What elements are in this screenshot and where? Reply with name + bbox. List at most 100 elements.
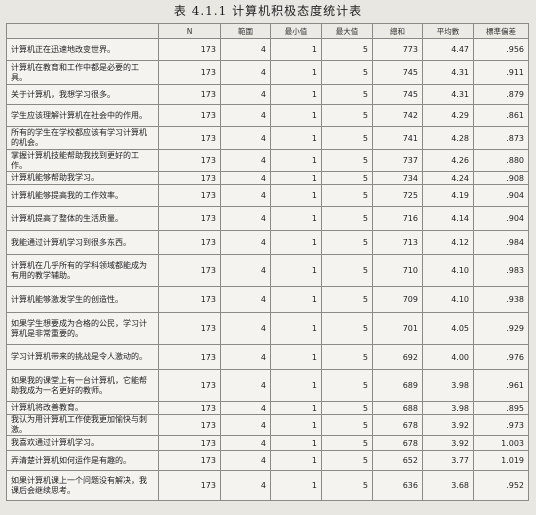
cell-n: 173 xyxy=(158,171,221,185)
cell-sd: .895 xyxy=(473,401,529,415)
attitude-statistics-table: N 範圍 最小值 最大值 總和 平均數 標準偏差 计算机正在迅速地改变世界。 17… xyxy=(6,23,529,501)
cell-sum: 688 xyxy=(372,401,423,415)
cell-max: 5 xyxy=(321,286,373,313)
cell-mean: 4.29 xyxy=(422,104,474,127)
cell-min: 1 xyxy=(270,230,322,255)
header-range: 範圍 xyxy=(220,23,271,39)
table-row: 计算机能够激发学生的创造性。 173 4 1 5 709 4.10.938 xyxy=(6,286,529,313)
table-row: 关于计算机，我想学习很多。 173 4 1 5 745 4.31.879 xyxy=(6,84,529,105)
cell-min: 1 xyxy=(270,126,322,150)
table-row: 计算机提高了整体的生活质量。 173 4 1 5 716 4.14.904 xyxy=(6,206,529,231)
cell-sd: .938 xyxy=(473,286,529,313)
cell-min: 1 xyxy=(270,401,322,415)
header-mean: 平均數 xyxy=(422,23,474,39)
cell-range: 4 xyxy=(220,312,271,345)
cell-mean: 4.31 xyxy=(422,84,474,105)
cell-mean: 4.10 xyxy=(422,254,474,287)
cell-sum: 701 xyxy=(372,312,423,345)
cell-mean: 3.98 xyxy=(422,401,474,415)
cell-max: 5 xyxy=(321,184,373,207)
cell-sum: 741 xyxy=(372,126,423,150)
cell-mean: 4.24 xyxy=(422,171,474,185)
cell-mean: 3.92 xyxy=(422,414,474,436)
header-sum: 總和 xyxy=(372,23,423,39)
row-label: 计算机能够帮助我学习。 xyxy=(6,171,159,185)
cell-min: 1 xyxy=(270,184,322,207)
row-label: 掌握计算机技能帮助我找到更好的工作。 xyxy=(6,149,159,172)
table-row: 计算机能够提高我的工作效率。 173 4 1 5 725 4.19.904 xyxy=(6,184,529,207)
cell-max: 5 xyxy=(321,450,373,471)
cell-range: 4 xyxy=(220,450,271,471)
cell-sum: 745 xyxy=(372,60,423,85)
table-row: 计算机在几乎所有的学科领域都能成为有用的教学辅助。 173 4 1 5 710 4.10.9… xyxy=(6,254,529,287)
cell-mean: 4.05 xyxy=(422,312,474,345)
table-row: 如果计算机课上一个问题没有解决，我课后会继续思考。 173 4 1 5 636 3.68.9… xyxy=(6,470,529,501)
row-label: 计算机在几乎所有的学科领域都能成为有用的教学辅助。 xyxy=(6,254,159,287)
cell-min: 1 xyxy=(270,435,322,451)
cell-range: 4 xyxy=(220,149,271,172)
cell-range: 4 xyxy=(220,206,271,231)
cell-min: 1 xyxy=(270,312,322,345)
row-label: 计算机能够提高我的工作效率。 xyxy=(6,184,159,207)
header-min: 最小值 xyxy=(270,23,322,39)
cell-mean: 3.98 xyxy=(422,369,474,402)
cell-sum: 713 xyxy=(372,230,423,255)
table-row: 如果我的课堂上有一台计算机，它能帮助我成为一名更好的教师。 173 4 1 5 689 3.… xyxy=(6,369,529,402)
cell-mean: 4.28 xyxy=(422,126,474,150)
cell-range: 4 xyxy=(220,435,271,451)
row-label: 如果计算机课上一个问题没有解决，我课后会继续思考。 xyxy=(6,470,159,501)
cell-sd: .861 xyxy=(473,104,529,127)
header-label xyxy=(6,23,159,39)
cell-max: 5 xyxy=(321,414,373,436)
row-label: 计算机将改善教育。 xyxy=(6,401,159,415)
cell-sd: .904 xyxy=(473,206,529,231)
table-row: 计算机正在迅速地改变世界。 173 4 1 5 773 4.47.956 xyxy=(6,38,529,61)
row-label: 我能通过计算机学习到很多东西。 xyxy=(6,230,159,255)
cell-n: 173 xyxy=(158,470,221,501)
cell-min: 1 xyxy=(270,470,322,501)
cell-min: 1 xyxy=(270,60,322,85)
row-label: 计算机提高了整体的生活质量。 xyxy=(6,206,159,231)
cell-min: 1 xyxy=(270,450,322,471)
cell-range: 4 xyxy=(220,171,271,185)
cell-mean: 3.77 xyxy=(422,450,474,471)
cell-min: 1 xyxy=(270,369,322,402)
cell-n: 173 xyxy=(158,450,221,471)
cell-sd: .929 xyxy=(473,312,529,345)
cell-max: 5 xyxy=(321,344,373,370)
cell-range: 4 xyxy=(220,84,271,105)
cell-sum: 709 xyxy=(372,286,423,313)
cell-max: 5 xyxy=(321,312,373,345)
header-row: N 範圍 最小值 最大值 總和 平均數 標準偏差 xyxy=(6,23,529,39)
cell-min: 1 xyxy=(270,104,322,127)
cell-mean: 4.10 xyxy=(422,286,474,313)
cell-mean: 4.26 xyxy=(422,149,474,172)
table-row: 计算机将改善教育。 173 4 1 5 688 3.98.895 xyxy=(6,401,529,415)
cell-n: 173 xyxy=(158,230,221,255)
cell-range: 4 xyxy=(220,254,271,287)
cell-min: 1 xyxy=(270,84,322,105)
cell-sd: .984 xyxy=(473,230,529,255)
cell-range: 4 xyxy=(220,414,271,436)
cell-n: 173 xyxy=(158,184,221,207)
table-row: 如果学生想要成为合格的公民，学习计算机是非常重要的。 173 4 1 5 701 4.05.… xyxy=(6,312,529,345)
cell-n: 173 xyxy=(158,286,221,313)
cell-n: 173 xyxy=(158,401,221,415)
cell-range: 4 xyxy=(220,470,271,501)
cell-sd: .961 xyxy=(473,369,529,402)
cell-max: 5 xyxy=(321,230,373,255)
cell-sd: .879 xyxy=(473,84,529,105)
header-n: N xyxy=(158,23,221,39)
header-max: 最大值 xyxy=(321,23,373,39)
cell-range: 4 xyxy=(220,126,271,150)
cell-max: 5 xyxy=(321,60,373,85)
cell-max: 5 xyxy=(321,206,373,231)
cell-range: 4 xyxy=(220,184,271,207)
row-label: 学生应该理解计算机在社会中的作用。 xyxy=(6,104,159,127)
row-label: 所有的学生在学校都应该有学习计算机的机会。 xyxy=(6,126,159,150)
cell-max: 5 xyxy=(321,401,373,415)
cell-sd: .976 xyxy=(473,344,529,370)
cell-max: 5 xyxy=(321,470,373,501)
cell-mean: 3.92 xyxy=(422,435,474,451)
